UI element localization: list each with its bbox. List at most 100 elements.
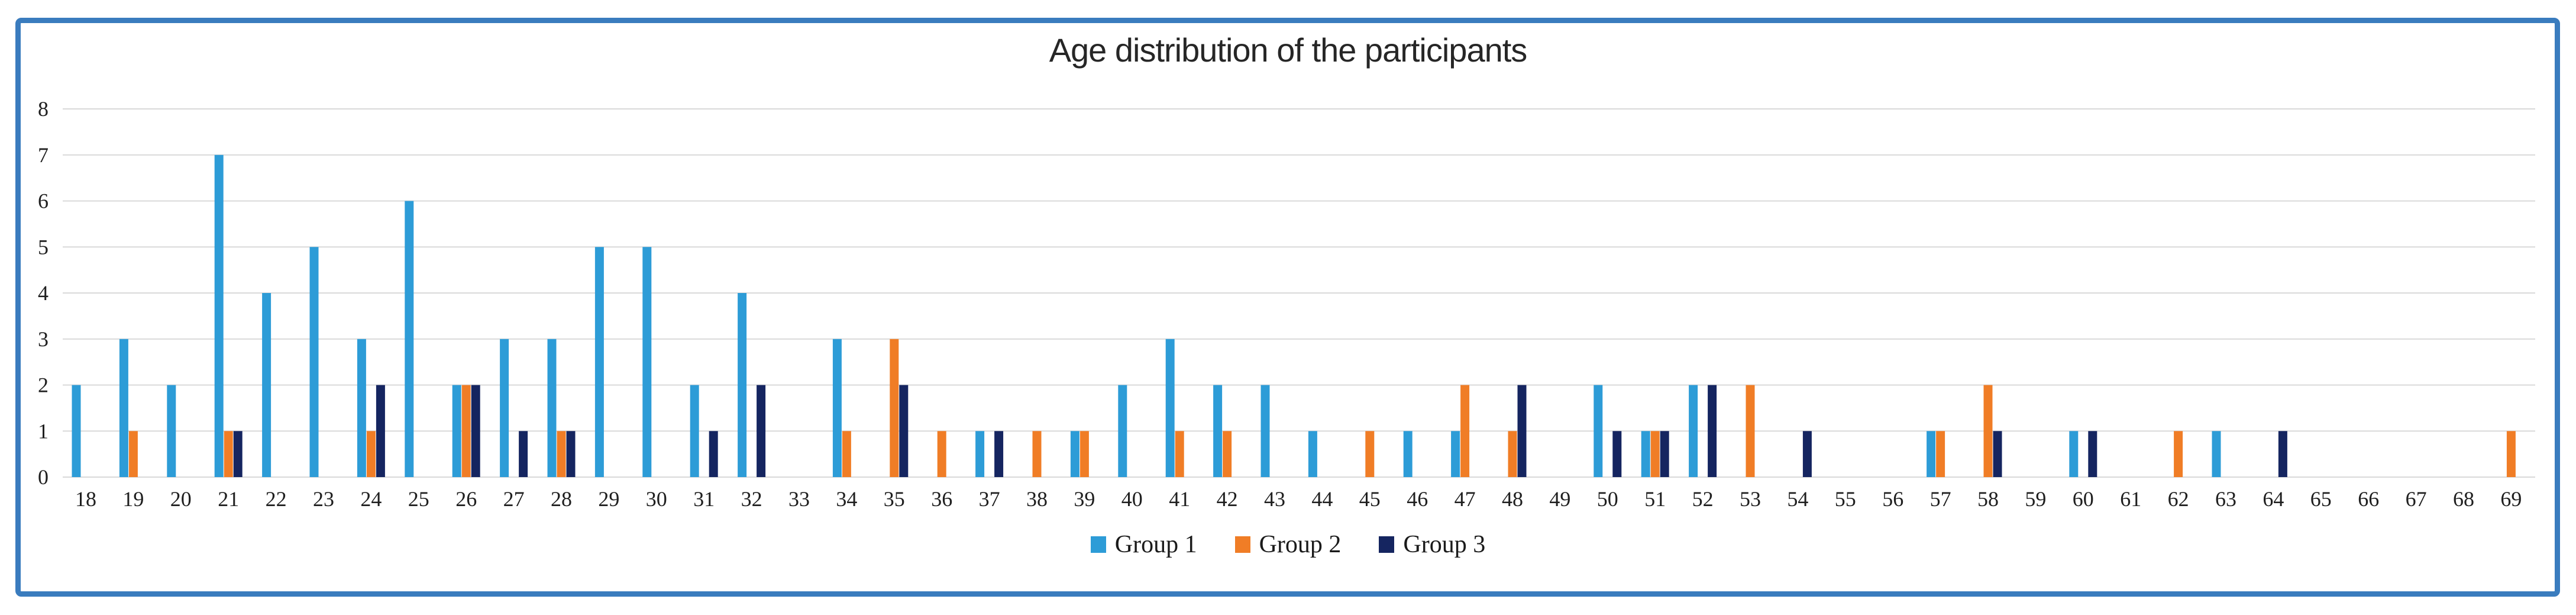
legend-label-group2: Group 2 xyxy=(1259,531,1342,558)
bar-group1-age30 xyxy=(642,247,652,477)
y-axis-label: 5 xyxy=(38,235,49,259)
x-axis-label: 32 xyxy=(741,487,762,511)
bar-group2-age36 xyxy=(937,431,946,477)
legend-swatch-group1 xyxy=(1090,536,1106,553)
x-axis-label: 67 xyxy=(2406,487,2427,511)
bar-group2-age45 xyxy=(1365,431,1375,477)
bar-group2-age24 xyxy=(366,431,376,477)
x-axis-label: 59 xyxy=(2025,487,2046,511)
bar-group2-age53 xyxy=(1746,385,1755,477)
x-axis-label: 28 xyxy=(551,487,572,511)
x-axis-label: 20 xyxy=(170,487,192,511)
bar-group2-age26 xyxy=(461,385,471,477)
x-axis-label: 69 xyxy=(2500,487,2522,511)
x-axis-label: 50 xyxy=(1597,487,1618,511)
bar-group1-age46 xyxy=(1403,431,1413,477)
x-axis-label: 57 xyxy=(1930,487,1951,511)
y-axis-label: 6 xyxy=(38,189,49,213)
bar-group3-age26 xyxy=(471,385,480,477)
x-axis-label: 38 xyxy=(1026,487,1048,511)
x-axis-label: 34 xyxy=(836,487,857,511)
x-axis-label: 29 xyxy=(598,487,619,511)
bar-group3-age52 xyxy=(1708,385,1717,477)
bar-group1-age40 xyxy=(1118,385,1127,477)
bar-group1-age42 xyxy=(1213,385,1223,477)
x-axis-label: 19 xyxy=(122,487,144,511)
x-axis-label: 54 xyxy=(1787,487,1808,511)
bar-group3-age37 xyxy=(994,431,1004,477)
x-axis-label: 44 xyxy=(1311,487,1333,511)
chart-title: Age distribution of the participants xyxy=(1049,31,1528,69)
x-axis-label: 18 xyxy=(75,487,96,511)
x-axis-label: 56 xyxy=(1882,487,1903,511)
bar-group1-age28 xyxy=(547,339,557,477)
bar-group2-age34 xyxy=(842,431,851,477)
legend-item-group2: Group 2 xyxy=(1234,530,1342,559)
bar-group2-age51 xyxy=(1650,431,1660,477)
x-axis-label: 66 xyxy=(2358,487,2379,511)
x-axis-label: 36 xyxy=(931,487,952,511)
bar-group3-age58 xyxy=(1993,431,2002,477)
y-axis-label: 3 xyxy=(38,327,49,351)
y-axis-label: 4 xyxy=(38,281,49,305)
x-axis-label: 21 xyxy=(218,487,239,511)
bar-group1-age26 xyxy=(452,385,461,477)
bar-group2-age58 xyxy=(1983,385,1993,477)
x-axis-label: 22 xyxy=(266,487,287,511)
x-axis-label: 55 xyxy=(1835,487,1856,511)
bar-group1-age57 xyxy=(1927,431,1936,477)
bar-group3-age24 xyxy=(376,385,385,477)
x-axis-label: 40 xyxy=(1121,487,1143,511)
x-axis-label: 51 xyxy=(1644,487,1666,511)
bar-group3-age64 xyxy=(2278,431,2287,477)
bar-group1-age50 xyxy=(1594,385,1603,477)
bar-group1-age63 xyxy=(2212,431,2221,477)
x-axis-label: 25 xyxy=(408,487,429,511)
x-axis-label: 65 xyxy=(2310,487,2332,511)
bar-group1-age21 xyxy=(214,154,224,477)
y-axis-label: 0 xyxy=(38,465,49,489)
bar-group1-age39 xyxy=(1070,431,1079,477)
x-axis-label: 33 xyxy=(788,487,810,511)
bar-group2-age21 xyxy=(224,431,233,477)
bar-group2-age28 xyxy=(557,431,566,477)
bar-group1-age34 xyxy=(832,339,842,477)
bar-group1-age32 xyxy=(738,293,747,477)
x-axis-label: 42 xyxy=(1217,487,1238,511)
x-axis-label: 58 xyxy=(1977,487,1999,511)
x-axis-label: 24 xyxy=(360,487,382,511)
legend-item-group3: Group 3 xyxy=(1379,530,1485,559)
bar-group1-age23 xyxy=(309,247,319,477)
bar-group2-age19 xyxy=(128,431,138,477)
bar-group1-age37 xyxy=(975,431,985,477)
x-axis-label: 35 xyxy=(884,487,905,511)
x-axis-label: 48 xyxy=(1502,487,1523,511)
legend-label-group1: Group 1 xyxy=(1114,531,1197,558)
bar-group1-age41 xyxy=(1165,339,1175,477)
x-axis-label: 26 xyxy=(455,487,477,511)
bar-group1-age60 xyxy=(2069,431,2079,477)
bar-group3-age50 xyxy=(1612,431,1622,477)
bar-group1-age51 xyxy=(1641,431,1650,477)
x-axis-label: 31 xyxy=(693,487,715,511)
bar-group1-age47 xyxy=(1451,431,1460,477)
bar-group1-age44 xyxy=(1308,431,1317,477)
y-axis-label: 2 xyxy=(38,373,49,397)
bar-group2-age41 xyxy=(1175,431,1184,477)
x-axis-label: 49 xyxy=(1549,487,1570,511)
bar-group2-age35 xyxy=(890,339,899,477)
x-axis-label: 39 xyxy=(1074,487,1095,511)
x-axis-label: 43 xyxy=(1264,487,1285,511)
legend-item-group1: Group 1 xyxy=(1090,530,1197,559)
legend-swatch-group2 xyxy=(1234,536,1250,553)
bar-group1-age43 xyxy=(1260,385,1270,477)
bar-group2-age62 xyxy=(2174,431,2183,477)
x-axis-label: 23 xyxy=(313,487,334,511)
chart-frame xyxy=(15,18,2560,597)
bar-group1-age31 xyxy=(690,385,699,477)
bar-group3-age60 xyxy=(2088,431,2097,477)
bar-group2-age38 xyxy=(1032,431,1042,477)
bar-group3-age28 xyxy=(566,431,576,477)
